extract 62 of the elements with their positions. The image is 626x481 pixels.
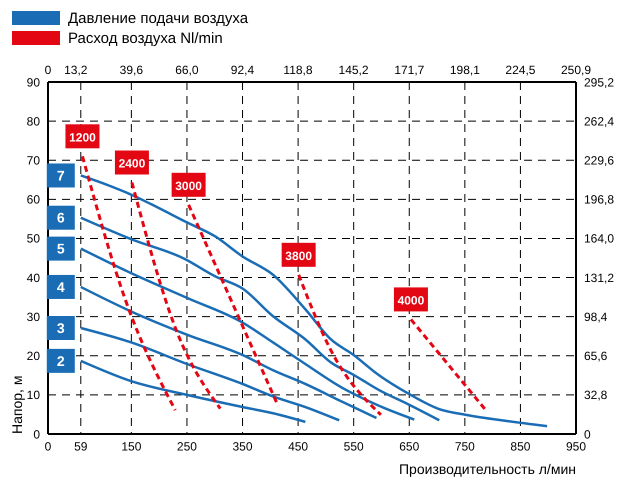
x-tick-label: 59 [74, 440, 88, 454]
x-tick-label: 850 [510, 440, 531, 454]
text: Давление подачи воздуха [68, 10, 248, 26]
y2-tick-label: 295,2 [584, 75, 614, 90]
legend-label: 5 [56, 240, 65, 257]
x2-tick-label: 145,2 [338, 63, 369, 77]
x2-tick-label: 13,2 [64, 63, 88, 77]
x2-tick-label: 118,8 [283, 63, 313, 77]
y2-tick-label: 0 [584, 427, 591, 442]
series-label: 1200 [69, 130, 96, 144]
y-axis-title: Напор, м [9, 376, 25, 434]
line-series [80, 326, 340, 422]
x-tick-label: 150 [121, 440, 142, 454]
y2-tick-label: 164,0 [584, 232, 614, 246]
y-tick-label: 70 [26, 153, 40, 168]
x-tick-label: 650 [399, 440, 420, 454]
text: Расход воздуха Nl/min [68, 30, 223, 46]
y2-tick-label: 131,2 [584, 270, 614, 285]
x2-tick-label: 198,1 [450, 63, 480, 77]
x2-tick-label: 92,4 [230, 63, 254, 77]
series-label: 2400 [118, 156, 146, 171]
x2-tick-label: 171,7 [394, 63, 425, 77]
series-label: 4 [56, 278, 65, 295]
y-tick-label: 20 [26, 349, 40, 364]
x2-tick-label: 39,6 [120, 63, 144, 77]
x2-tick-label: 0 [44, 63, 52, 77]
x2-tick-label: 66,0 [175, 63, 199, 77]
series-label: 6 [56, 210, 65, 226]
x-tick-label: 750 [454, 440, 476, 454]
line-series [80, 360, 307, 424]
y2-tick-label: 196,8 [584, 192, 614, 207]
x2-tick-label: 224,5 [505, 63, 536, 77]
x-tick-label: 350 [232, 440, 253, 454]
line-series [80, 174, 548, 428]
y-tick-label: 80 [26, 114, 40, 128]
x-tick-label: 450 [288, 440, 308, 454]
y-tick-label: 40 [26, 270, 40, 285]
y2-tick-label: 262,4 [584, 114, 614, 128]
y2-tick-label: 98,4 [584, 310, 608, 324]
x-tick-label: 550 [344, 440, 364, 454]
x-tick-label: 0 [44, 440, 52, 454]
series-label: 3 [56, 320, 65, 336]
series-label: 7 [56, 167, 65, 184]
line-series [80, 216, 441, 422]
series-label: 4000 [398, 293, 425, 308]
y-tick-label: 50 [26, 232, 40, 246]
y-tick-label: 0 [33, 427, 40, 442]
y-tick-label: 30 [26, 310, 40, 324]
x-tick-label: 250 [176, 440, 198, 454]
series-label: 3000 [175, 178, 202, 193]
x2-tick-label: 250,9 [560, 63, 592, 77]
y-tick-label: 10 [26, 388, 40, 402]
y-tick-label: 60 [26, 192, 40, 207]
y-tick-label: 90 [26, 75, 40, 90]
x-axis-title: Производительность л/мин [398, 461, 576, 477]
x-tick-label: 950 [566, 440, 586, 454]
line-series [80, 286, 378, 420]
y2-tick-label: 229,6 [584, 153, 614, 168]
y2-tick-label: 32,8 [584, 388, 608, 402]
series-label: 3800 [285, 248, 312, 263]
y2-tick-label: 65,6 [584, 349, 608, 364]
legend-label: 2 [56, 352, 65, 369]
